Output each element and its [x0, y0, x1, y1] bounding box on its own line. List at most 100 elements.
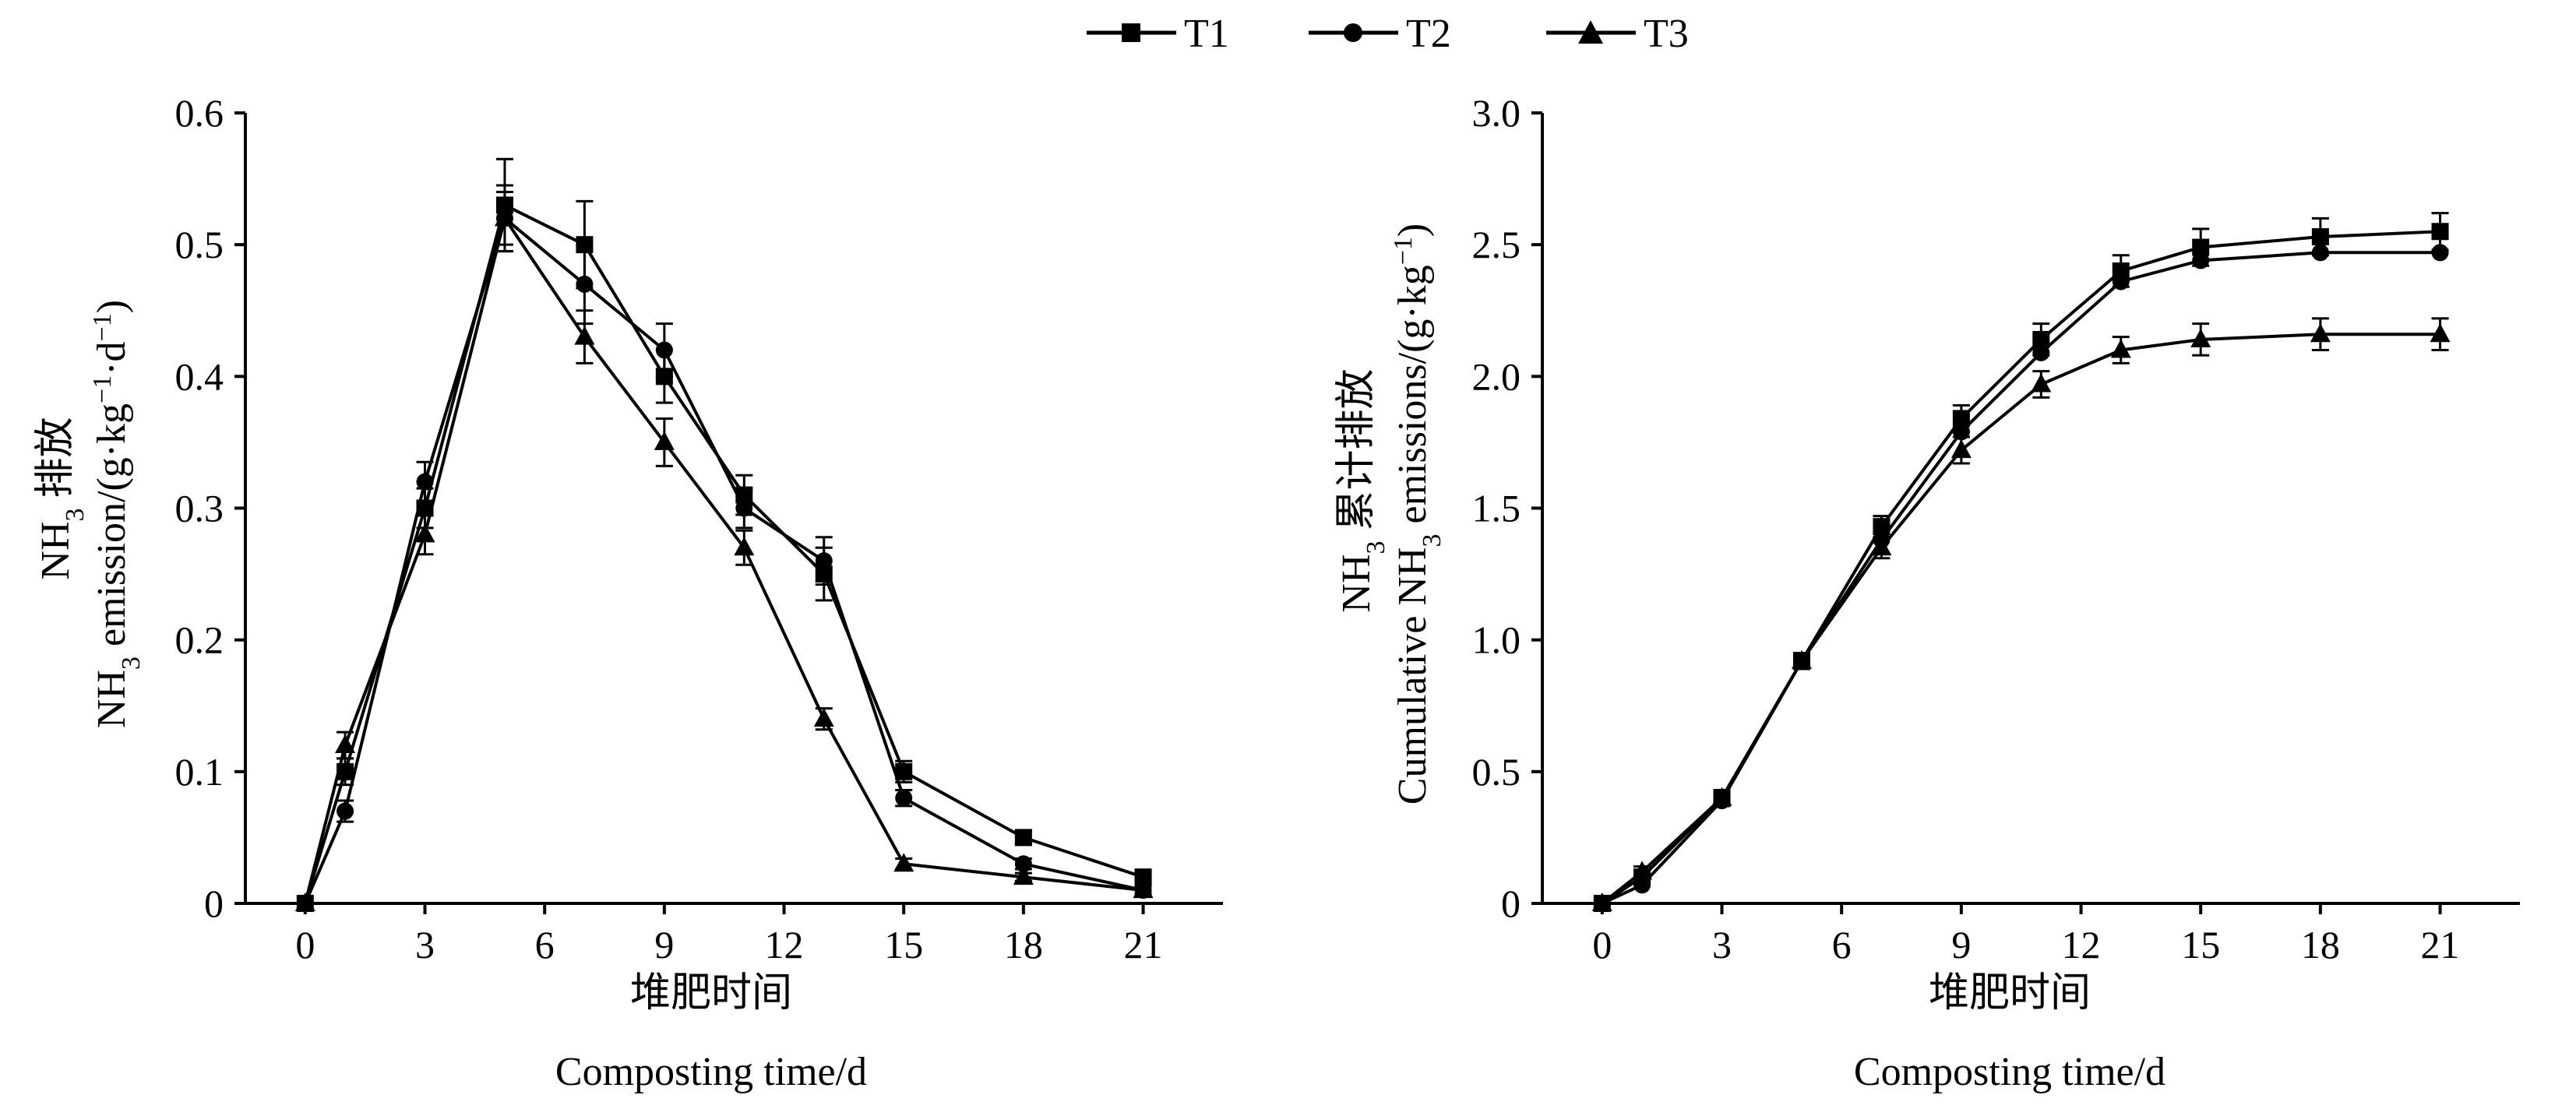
daily-point-t1 [1134, 868, 1152, 886]
daily-xtick-label: 12 [765, 923, 804, 966]
daily-series-t2 [296, 184, 1152, 912]
panel-cumulative-xlabel-en: Composting time/d [1854, 1050, 2165, 1094]
cumulative-point-t1 [2032, 330, 2050, 348]
daily-point-t2 [1014, 855, 1032, 873]
cumulative-point-t3 [1791, 650, 1812, 669]
panel-daily-ticks: 0 0.1 0.2 0.3 0.4 0.5 0.6 0 3 6 9 12 15 18 21 [175, 91, 1163, 966]
cumulative-ytick-label: 2.5 [1472, 223, 1521, 266]
daily-point-t2 [416, 473, 434, 491]
panel-cumulative-emission: 0 0.5 1.0 1.5 2.0 2.5 3.0 0 3 6 9 12 15 18 21 堆肥时间 Com… [1334, 91, 2520, 1094]
daily-point-t3 [335, 734, 356, 753]
legend-label-t3: T3 [1644, 12, 1689, 56]
cumulative-point-t3 [1711, 787, 1732, 806]
panel-cumulative-xlabel-cn: 堆肥时间 [1929, 971, 2091, 1016]
cumulative-series-t3 [1591, 317, 2451, 911]
legend-item-t3: T3 [1546, 12, 1689, 56]
cumulative-line-t3 [1601, 333, 2440, 905]
daily-line-t2 [303, 217, 1144, 904]
daily-point-t2 [895, 789, 913, 807]
panel-cumulative-ylabel-cn: NH3 累计排放 [1334, 368, 1390, 612]
daily-ytick-label: 0.3 [175, 487, 224, 530]
legend-item-t1: T1 [1087, 12, 1229, 56]
daily-point-t3 [1013, 866, 1034, 885]
cumulative-xtick-label: 12 [2062, 923, 2101, 966]
daily-ytick-label: 0.1 [175, 750, 224, 794]
daily-point-t1 [895, 762, 913, 780]
legend-label-t2: T2 [1406, 12, 1451, 56]
cumulative-point-t3 [2110, 339, 2131, 358]
cumulative-point-t3 [2310, 323, 2331, 343]
cumulative-point-t1 [1873, 518, 1891, 536]
panel-daily-series [294, 157, 1154, 912]
cumulative-point-t3 [1632, 861, 1653, 880]
cumulative-point-t1 [2431, 223, 2449, 241]
panel-cumulative-axes [1541, 113, 2520, 905]
daily-line-t3 [303, 217, 1144, 904]
daily-point-t3 [414, 523, 435, 543]
cumulative-xtick-label: 21 [2421, 923, 2460, 966]
daily-xtick-label: 0 [295, 923, 315, 966]
daily-point-t3 [494, 207, 515, 227]
panel-cumulative-series [1591, 212, 2451, 912]
panel-daily-ylabel-en: NH3 emission/(g·kg−1·d−1) [88, 300, 146, 728]
cumulative-xtick-label: 0 [1592, 923, 1612, 966]
daily-xtick-label: 6 [535, 923, 555, 966]
daily-xtick-label: 9 [654, 923, 674, 966]
cumulative-ytick-label: 1.0 [1472, 618, 1521, 662]
legend-marker-t2 [1344, 23, 1362, 42]
cumulative-point-t2 [2192, 252, 2210, 269]
cumulative-point-t3 [2430, 323, 2451, 343]
panel-daily-emission: 0 0.1 0.2 0.3 0.4 0.5 0.6 0 3 6 9 12 15 18 21 堆肥时间 Com… [33, 91, 1223, 1094]
daily-xtick-label: 18 [1004, 923, 1043, 966]
daily-point-t3 [294, 892, 315, 911]
cumulative-xtick-label: 18 [2301, 923, 2340, 966]
panel-daily-xlabel-cn: 堆肥时间 [630, 971, 792, 1016]
panel-cumulative-ticks: 0 0.5 1.0 1.5 2.0 2.5 3.0 0 3 6 9 12 15 18 21 [1472, 91, 2460, 966]
cumulative-point-t3 [1871, 537, 1892, 556]
cumulative-point-t2 [2311, 244, 2329, 262]
cumulative-point-t2 [1633, 876, 1651, 894]
daily-point-t2 [655, 341, 673, 359]
panel-daily-axes [244, 113, 1223, 905]
daily-point-t3 [813, 708, 834, 727]
cumulative-point-t3 [1951, 439, 1972, 459]
panel-cumulative-ylabel-en: Cumulative NH3 emissions/(g·kg−1) [1389, 224, 1447, 804]
legend-marker-t3 [1578, 20, 1603, 44]
daily-point-t2 [576, 275, 594, 293]
daily-point-t3 [1133, 879, 1154, 899]
cumulative-xtick-label: 15 [2181, 923, 2220, 966]
cumulative-point-t2 [2112, 273, 2130, 290]
daily-point-t1 [1014, 829, 1032, 847]
cumulative-point-t1 [2311, 228, 2329, 246]
daily-point-t3 [654, 431, 675, 450]
legend-item-t2: T2 [1309, 12, 1451, 56]
daily-point-t2 [815, 552, 833, 570]
cumulative-xtick-label: 3 [1712, 923, 1732, 966]
daily-ytick-label: 0.2 [175, 618, 224, 662]
panel-daily-ylabel-cn: NH3 排放 [33, 417, 90, 579]
daily-ytick-label: 0.4 [175, 354, 224, 398]
daily-point-t3 [734, 537, 755, 556]
cumulative-point-t2 [2032, 343, 2050, 361]
cumulative-xtick-label: 6 [1832, 923, 1852, 966]
cumulative-ytick-label: 0.5 [1472, 750, 1521, 794]
daily-xtick-label: 21 [1124, 923, 1163, 966]
cumulative-point-t1 [2192, 238, 2210, 256]
daily-point-t3 [893, 853, 914, 872]
legend-marker-t1 [1122, 23, 1140, 42]
daily-xtick-label: 3 [415, 923, 435, 966]
cumulative-ytick-label: 0 [1501, 882, 1521, 925]
cumulative-point-t3 [1591, 892, 1612, 911]
cumulative-point-t1 [1952, 410, 1970, 428]
legend: T1 T2 T3 [1087, 12, 1689, 56]
daily-point-t2 [735, 499, 753, 517]
daily-xtick-label: 15 [884, 923, 923, 966]
daily-ytick-label: 0.6 [175, 91, 224, 135]
daily-point-t2 [337, 802, 354, 820]
cumulative-ytick-label: 2.0 [1472, 354, 1521, 398]
cumulative-point-t3 [2190, 328, 2211, 347]
daily-series-t3 [294, 191, 1154, 911]
daily-ytick-label: 0 [204, 882, 224, 925]
cumulative-xtick-label: 9 [1951, 923, 1971, 966]
